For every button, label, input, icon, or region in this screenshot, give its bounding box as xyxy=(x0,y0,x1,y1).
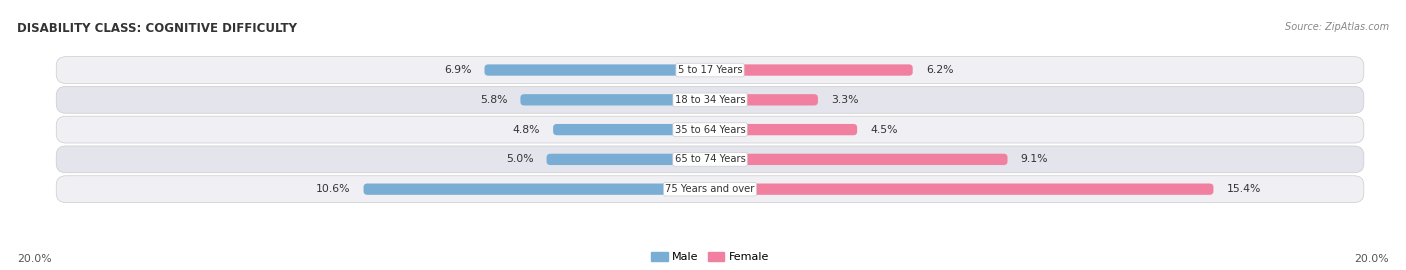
Text: 9.1%: 9.1% xyxy=(1021,154,1047,164)
Legend: Male, Female: Male, Female xyxy=(647,248,773,266)
Text: Source: ZipAtlas.com: Source: ZipAtlas.com xyxy=(1285,22,1389,32)
Text: 6.2%: 6.2% xyxy=(925,65,953,75)
Text: 3.3%: 3.3% xyxy=(831,95,859,105)
Text: 4.8%: 4.8% xyxy=(513,124,540,135)
FancyBboxPatch shape xyxy=(710,184,1213,195)
FancyBboxPatch shape xyxy=(56,146,1364,173)
FancyBboxPatch shape xyxy=(56,86,1364,113)
Text: 5.8%: 5.8% xyxy=(479,95,508,105)
FancyBboxPatch shape xyxy=(710,94,818,106)
FancyBboxPatch shape xyxy=(710,64,912,76)
FancyBboxPatch shape xyxy=(56,57,1364,83)
Text: 35 to 64 Years: 35 to 64 Years xyxy=(675,124,745,135)
FancyBboxPatch shape xyxy=(485,64,710,76)
Text: 5 to 17 Years: 5 to 17 Years xyxy=(678,65,742,75)
Text: 5.0%: 5.0% xyxy=(506,154,533,164)
FancyBboxPatch shape xyxy=(364,184,710,195)
FancyBboxPatch shape xyxy=(547,154,710,165)
Text: DISABILITY CLASS: COGNITIVE DIFFICULTY: DISABILITY CLASS: COGNITIVE DIFFICULTY xyxy=(17,22,297,35)
Text: 65 to 74 Years: 65 to 74 Years xyxy=(675,154,745,164)
Text: 18 to 34 Years: 18 to 34 Years xyxy=(675,95,745,105)
FancyBboxPatch shape xyxy=(710,124,858,135)
FancyBboxPatch shape xyxy=(710,154,1008,165)
Text: 4.5%: 4.5% xyxy=(870,124,897,135)
FancyBboxPatch shape xyxy=(56,116,1364,143)
FancyBboxPatch shape xyxy=(56,176,1364,202)
Text: 15.4%: 15.4% xyxy=(1226,184,1261,194)
Text: 10.6%: 10.6% xyxy=(316,184,350,194)
Text: 20.0%: 20.0% xyxy=(1354,254,1389,264)
Text: 75 Years and over: 75 Years and over xyxy=(665,184,755,194)
FancyBboxPatch shape xyxy=(520,94,710,106)
FancyBboxPatch shape xyxy=(553,124,710,135)
Text: 20.0%: 20.0% xyxy=(17,254,52,264)
Text: 6.9%: 6.9% xyxy=(444,65,471,75)
